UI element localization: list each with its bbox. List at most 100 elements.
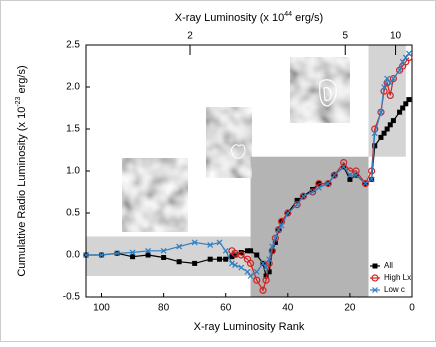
marker	[340, 163, 347, 170]
x2-label-part: X-ray Luminosity (x 10	[175, 12, 284, 24]
marker	[232, 252, 238, 258]
marker	[390, 75, 397, 82]
x-tick-label: 0	[409, 303, 415, 314]
marker	[271, 234, 279, 242]
marker	[340, 159, 348, 167]
marker	[387, 79, 394, 86]
legend-marker	[372, 287, 378, 293]
marker	[390, 118, 396, 124]
marker	[372, 143, 378, 149]
marker	[231, 249, 239, 257]
marker	[228, 260, 235, 267]
marker	[284, 210, 291, 216]
marker	[253, 276, 261, 284]
marker	[278, 222, 285, 229]
marker	[389, 74, 397, 83]
marker	[371, 130, 378, 137]
marker	[284, 209, 292, 217]
marker	[223, 256, 229, 262]
marker	[272, 239, 278, 245]
marker	[353, 172, 360, 179]
marker	[259, 286, 267, 294]
marker	[247, 273, 254, 279]
marker	[331, 172, 338, 179]
marker	[275, 226, 282, 233]
marker	[161, 255, 167, 261]
y-label-exp: -23	[15, 96, 22, 106]
x-tick-label: 40	[282, 303, 294, 314]
marker	[315, 180, 323, 188]
marker	[315, 184, 322, 191]
marker	[381, 130, 387, 136]
marker	[207, 256, 213, 262]
marker	[400, 105, 406, 111]
marker	[309, 188, 317, 196]
marker	[222, 247, 229, 254]
series-line	[231, 57, 410, 292]
legend-marker	[372, 263, 378, 269]
marker	[160, 247, 167, 254]
marker	[83, 252, 89, 258]
y-tick-label: 0.5	[66, 208, 80, 219]
y-tick-label: 2.5	[66, 40, 80, 51]
marker	[378, 109, 384, 116]
x-tick-label: 80	[158, 303, 170, 314]
marker	[406, 97, 412, 103]
marker	[237, 251, 245, 259]
legend-label: High Lx	[384, 273, 411, 282]
marker	[98, 252, 105, 258]
marker	[405, 50, 412, 57]
marker	[362, 180, 369, 187]
marker	[263, 273, 269, 279]
x2-tick-label: 10	[390, 31, 402, 42]
marker	[325, 180, 332, 187]
marker	[238, 264, 245, 271]
y-tick-label: 2.0	[66, 82, 80, 93]
marker	[403, 101, 409, 107]
thumbnail	[122, 57, 350, 232]
marker	[176, 259, 182, 265]
marker	[294, 201, 301, 208]
legend-label: All	[384, 261, 393, 270]
y-label-part: Cumulative Radio Luminosity (x 10	[16, 107, 28, 277]
marker	[246, 259, 255, 267]
x2-tick-label: 5	[342, 31, 348, 42]
marker	[266, 269, 272, 275]
marker	[300, 193, 307, 200]
marker	[254, 252, 260, 258]
marker	[402, 54, 409, 61]
y-tick-label: 1.0	[66, 166, 80, 177]
marker	[346, 172, 353, 179]
marker	[361, 180, 370, 188]
highlight-region	[86, 236, 251, 276]
marker	[386, 91, 394, 100]
marker	[192, 260, 198, 266]
marker	[378, 134, 384, 140]
marker	[352, 167, 360, 175]
y-tick-label: 1.5	[66, 124, 80, 135]
marker	[216, 239, 223, 246]
y-tick-label: 0.0	[66, 250, 80, 261]
y-tick-label: -0.5	[63, 292, 81, 303]
marker	[368, 176, 375, 183]
marker	[397, 109, 403, 115]
marker	[293, 201, 301, 209]
marker	[145, 247, 152, 254]
marker	[248, 248, 254, 254]
marker	[399, 58, 406, 65]
y-label-part: erg/s)	[16, 65, 28, 96]
x-tick-label: 100	[93, 303, 110, 314]
marker	[347, 176, 353, 182]
marker	[262, 276, 270, 284]
x-tick-label: 20	[344, 303, 356, 314]
marker	[260, 260, 266, 267]
y-axis-label: Cumulative Radio Luminosity (x 10-23 erg…	[15, 65, 28, 276]
legend-marker	[371, 274, 379, 282]
marker	[129, 249, 136, 256]
marker	[266, 256, 273, 263]
x-tick-label: 60	[220, 303, 232, 314]
marker	[384, 126, 390, 132]
marker	[176, 243, 183, 250]
marker	[145, 252, 151, 258]
